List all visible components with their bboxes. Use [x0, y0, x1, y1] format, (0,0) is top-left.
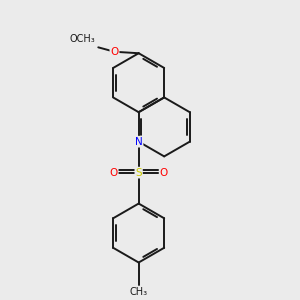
- Text: CH₃: CH₃: [130, 287, 148, 298]
- Text: S: S: [135, 168, 142, 178]
- Text: O: O: [110, 168, 118, 178]
- Text: N: N: [135, 137, 142, 147]
- Text: OCH₃: OCH₃: [70, 34, 95, 44]
- Text: O: O: [160, 168, 168, 178]
- Text: O: O: [110, 47, 118, 57]
